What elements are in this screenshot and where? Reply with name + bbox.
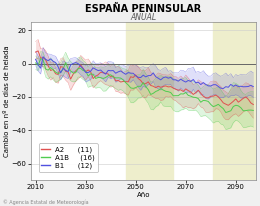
Title: ESPAÑA PENINSULAR: ESPAÑA PENINSULAR: [85, 4, 201, 14]
Legend: A2      (11), A1B     (16), B1      (12): A2 (11), A1B (16), B1 (12): [38, 143, 98, 172]
X-axis label: Año: Año: [136, 192, 150, 198]
Bar: [213, 22, 256, 180]
Bar: [126, 22, 173, 180]
Y-axis label: Cambio en nº de días de helada: Cambio en nº de días de helada: [4, 45, 10, 157]
Text: © Agencia Estatal de Meteorología: © Agencia Estatal de Meteorología: [3, 200, 88, 205]
Text: ANUAL: ANUAL: [130, 13, 156, 22]
